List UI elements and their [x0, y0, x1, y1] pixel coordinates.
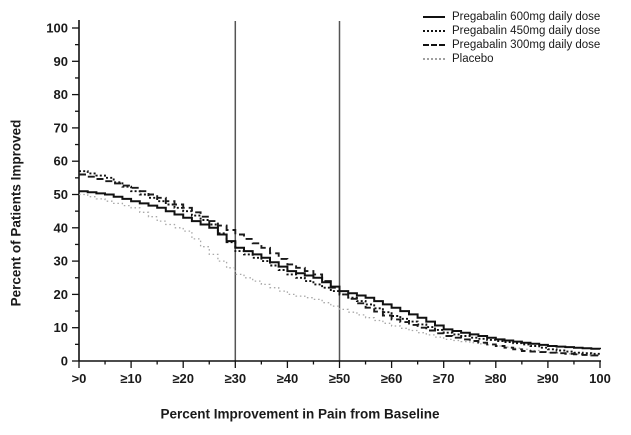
svg-text:60: 60: [54, 154, 68, 169]
series-line-placebo: [79, 193, 601, 357]
svg-text:10: 10: [54, 320, 68, 335]
series-line-pregabalin-300mg-daily-dose: [79, 173, 601, 357]
legend-item-pregabalin-450: Pregabalin 450mg daily dose: [423, 24, 600, 38]
x-axis-title: Percent Improvement in Pain from Baselin…: [160, 406, 440, 422]
svg-text:100: 100: [46, 21, 68, 36]
legend-item-placebo: Placebo: [423, 52, 600, 66]
y-axis-title: Percent of Patients Improved: [8, 119, 24, 307]
svg-text:>0: >0: [72, 371, 87, 386]
svg-text:50: 50: [54, 187, 68, 202]
solid-line-sample-icon: [423, 16, 445, 18]
legend-label: Pregabalin 450mg daily dose: [452, 25, 601, 37]
dashed-line-sample-icon: [423, 44, 445, 46]
svg-text:100: 100: [589, 371, 611, 386]
svg-text:0: 0: [61, 354, 68, 369]
plot-area: 0 >0 10 ≥10 20 ≥20 30 ≥30 40 ≥40 50 ≥50 60 ≥60 70 ≥70 80…: [46, 20, 611, 386]
svg-text:20: 20: [54, 287, 68, 302]
svg-text:30: 30: [54, 254, 68, 269]
legend-item-pregabalin-300: Pregabalin 300mg daily dose: [423, 38, 600, 52]
svg-text:≥50: ≥50: [329, 371, 351, 386]
svg-text:≥60: ≥60: [381, 371, 403, 386]
legend: Pregabalin 600mg daily dose Pregabalin 4…: [423, 10, 600, 66]
svg-text:≥10: ≥10: [120, 371, 142, 386]
svg-text:90: 90: [54, 54, 68, 69]
legend-item-pregabalin-600: Pregabalin 600mg daily dose: [423, 10, 600, 24]
svg-text:40: 40: [54, 220, 68, 235]
svg-text:≥80: ≥80: [485, 371, 507, 386]
svg-text:80: 80: [54, 87, 68, 102]
svg-text:≥20: ≥20: [172, 371, 194, 386]
svg-text:≥70: ≥70: [433, 371, 455, 386]
dotted-line-sample-icon: [423, 30, 445, 32]
svg-text:70: 70: [54, 120, 68, 135]
legend-label: Pregabalin 600mg daily dose: [452, 11, 601, 23]
svg-text:≥30: ≥30: [224, 371, 246, 386]
legend-label: Placebo: [452, 53, 494, 65]
series-line-pregabalin-600mg-daily-dose: [79, 190, 601, 350]
svg-text:≥90: ≥90: [537, 371, 559, 386]
gray-dotted-line-sample-icon: [423, 58, 445, 60]
legend-label: Pregabalin 300mg daily dose: [452, 39, 601, 51]
svg-text:≥40: ≥40: [277, 371, 299, 386]
